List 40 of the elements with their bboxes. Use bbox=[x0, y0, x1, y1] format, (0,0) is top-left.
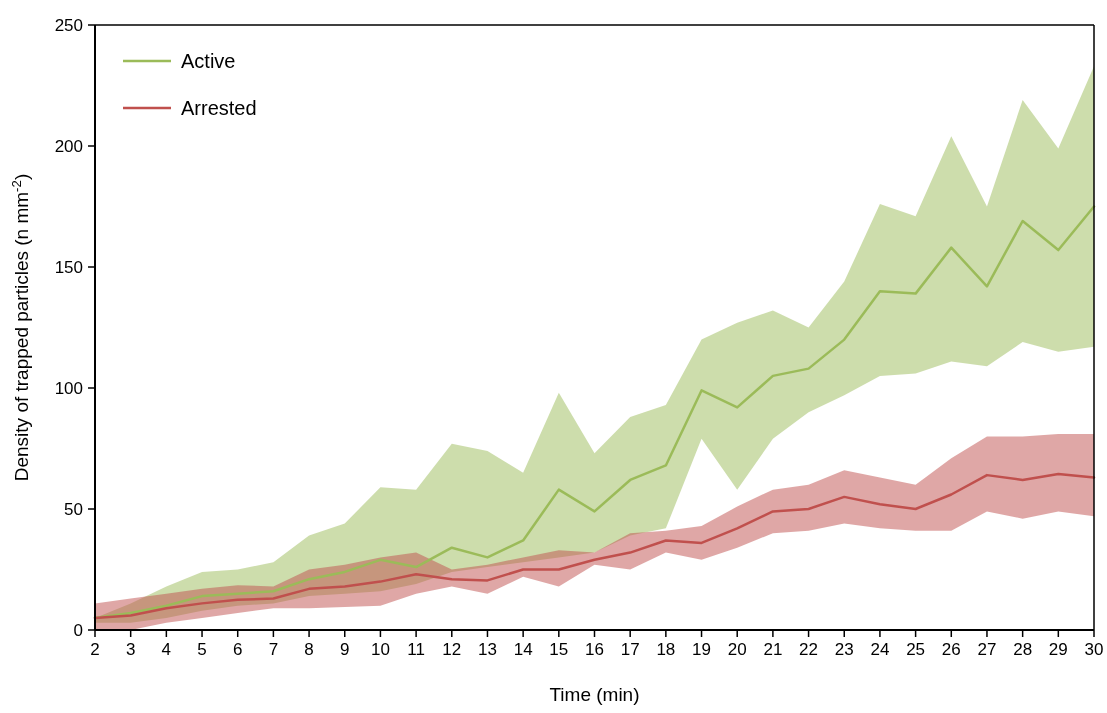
x-tick-label: 29 bbox=[1048, 640, 1068, 659]
x-tick-label: 5 bbox=[197, 640, 207, 659]
x-tick-label: 13 bbox=[478, 640, 497, 659]
x-tick-label: 12 bbox=[442, 640, 462, 659]
x-tick-label: 4 bbox=[161, 640, 172, 659]
legend-label: Arrested bbox=[181, 97, 257, 119]
x-tick-label: 6 bbox=[232, 640, 243, 659]
x-tick-label: 8 bbox=[304, 640, 314, 659]
x-tick-label: 15 bbox=[549, 640, 569, 659]
y-tick-label: 0 bbox=[73, 620, 83, 640]
x-tick-label: 16 bbox=[585, 640, 604, 659]
x-tick-label: 3 bbox=[125, 640, 136, 659]
y-tick-label: 200 bbox=[54, 136, 83, 156]
x-tick-label: 21 bbox=[763, 640, 783, 659]
x-tick-label: 22 bbox=[799, 640, 819, 659]
x-tick-label: 26 bbox=[941, 640, 961, 659]
x-tick-label: 11 bbox=[407, 640, 425, 659]
x-tick-label: 25 bbox=[906, 640, 926, 659]
x-tick-label: 14 bbox=[513, 640, 533, 659]
legend-label: Active bbox=[181, 50, 236, 72]
y-tick-label: 250 bbox=[54, 15, 83, 35]
x-axis-title: Time (min) bbox=[549, 684, 640, 705]
x-tick-label: 23 bbox=[834, 640, 854, 659]
y-tick-label: 50 bbox=[64, 499, 83, 519]
x-tick-label: 28 bbox=[1013, 640, 1033, 659]
x-tick-label: 30 bbox=[1084, 640, 1104, 659]
line-series bbox=[93, 205, 1096, 620]
y-tick-label: 150 bbox=[54, 257, 83, 277]
x-tick-label: 10 bbox=[370, 640, 390, 659]
x-tick-label: 18 bbox=[656, 640, 676, 659]
x-tick-label: 7 bbox=[268, 640, 279, 659]
x-tick-label: 20 bbox=[727, 640, 747, 659]
x-tick-label: 19 bbox=[692, 640, 711, 659]
y-tick-label: 100 bbox=[54, 378, 83, 398]
x-tick-label: 24 bbox=[870, 640, 890, 659]
x-tick-label: 17 bbox=[620, 640, 640, 659]
line-series bbox=[93, 472, 1096, 620]
x-tick-label: 2 bbox=[90, 640, 100, 659]
x-tick-label: 27 bbox=[977, 640, 997, 659]
x-tick-label: 9 bbox=[340, 640, 350, 659]
